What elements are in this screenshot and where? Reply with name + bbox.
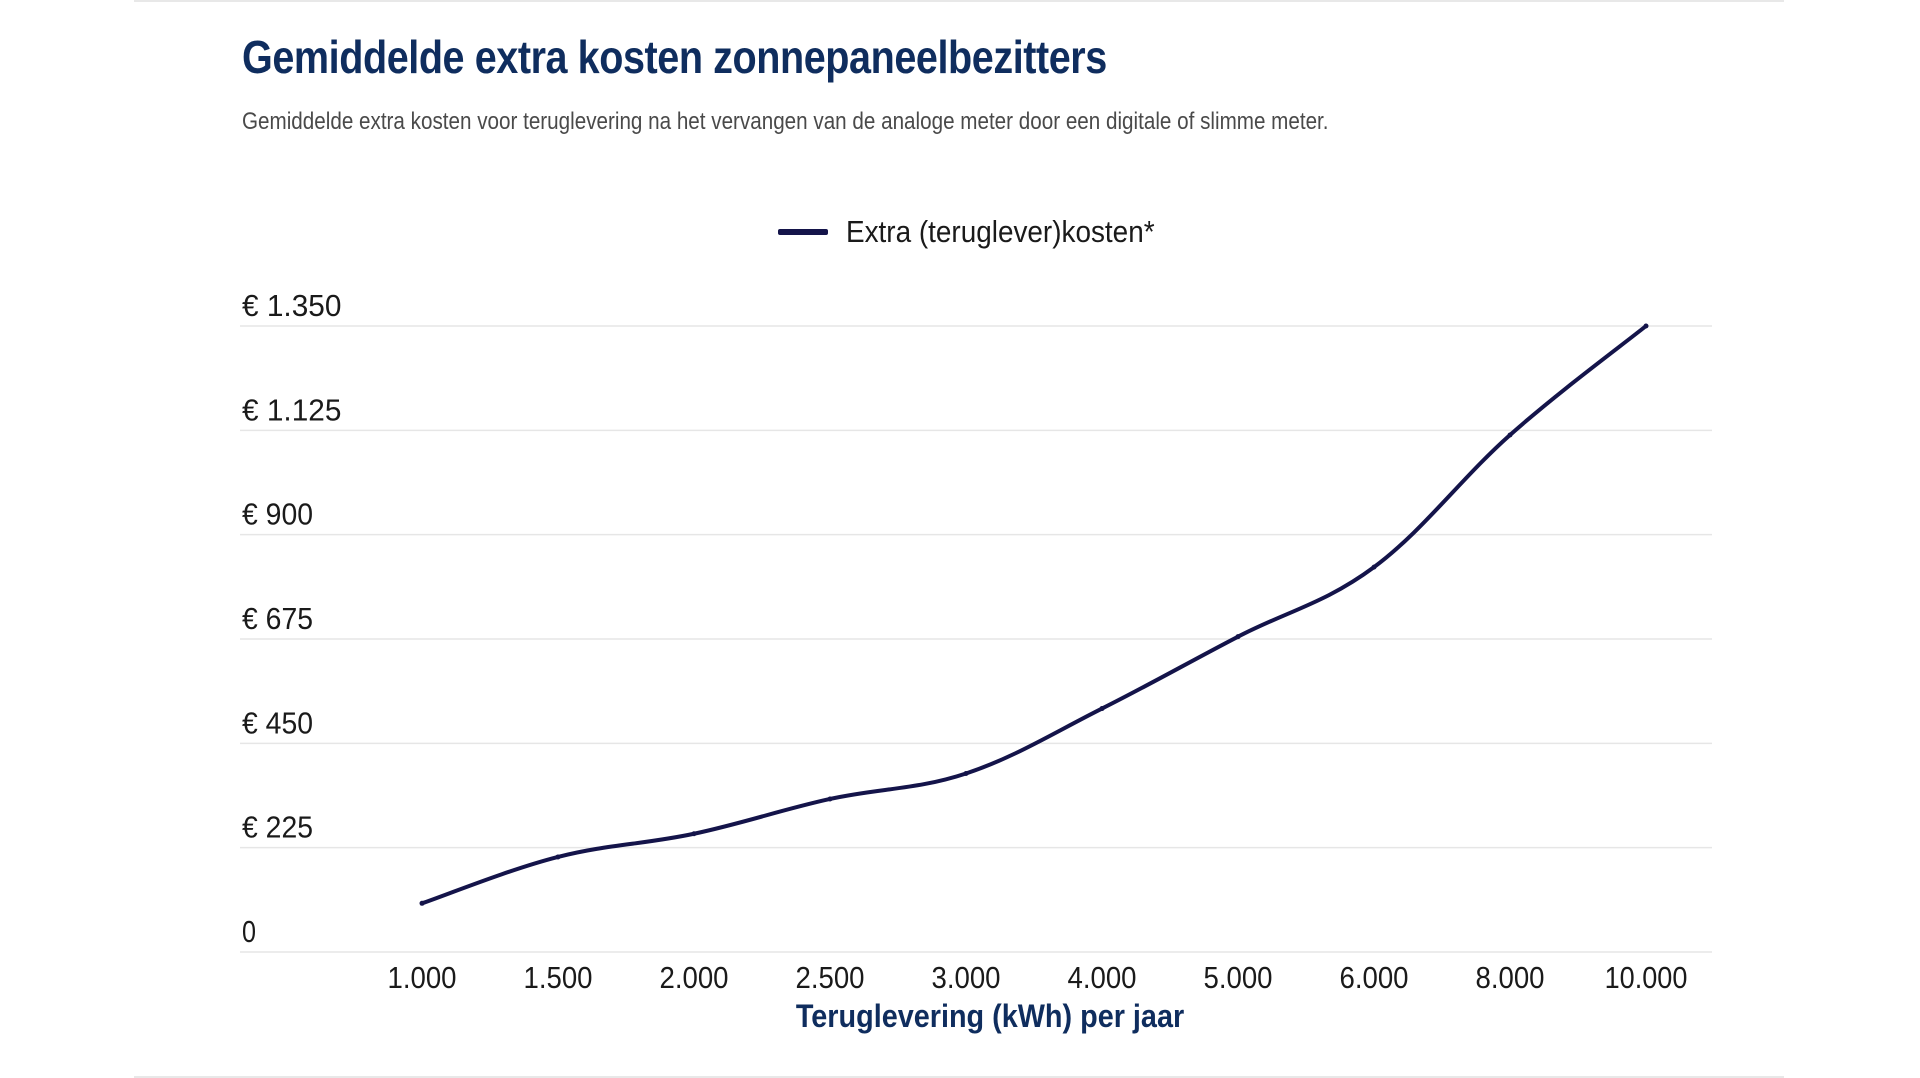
x-tick-label: 6.000 xyxy=(1340,960,1409,995)
y-tick-label: € 1.350 xyxy=(242,288,341,323)
data-point[interactable] xyxy=(1099,706,1105,712)
top-divider xyxy=(134,0,1784,2)
gridlines xyxy=(240,325,1712,953)
x-tick-label: 2.500 xyxy=(796,960,865,995)
y-tick-label: € 225 xyxy=(242,810,313,845)
chart-subtitle: Gemiddelde extra kosten voor terugleveri… xyxy=(242,108,1329,135)
data-point[interactable] xyxy=(1643,323,1649,329)
series-line xyxy=(420,324,1648,906)
y-axis-ticks: 0 € 225 € 450 € 675 € 900 € 1.125 € 1.350 xyxy=(242,288,341,949)
x-tick-label: 8.000 xyxy=(1476,960,1545,995)
series xyxy=(419,323,1649,906)
data-point[interactable] xyxy=(419,900,425,906)
data-point[interactable] xyxy=(963,770,969,776)
x-axis-label: Teruglevering (kWh) per jaar xyxy=(795,998,1185,1034)
data-point[interactable] xyxy=(1235,634,1241,640)
data-point[interactable] xyxy=(1507,432,1513,438)
data-point[interactable] xyxy=(691,831,697,837)
x-tick-label: 3.000 xyxy=(932,960,1001,995)
data-point[interactable] xyxy=(827,796,833,802)
x-tick-label: 10.000 xyxy=(1605,960,1688,995)
chart-title: Gemiddelde extra kosten zonnepaneelbezit… xyxy=(242,31,1107,83)
legend-label: Extra (teruglever)kosten* xyxy=(846,214,1155,249)
legend-swatch xyxy=(778,229,828,235)
x-tick-label: 2.000 xyxy=(660,960,729,995)
y-tick-label: 0 xyxy=(242,914,256,949)
legend: Extra (teruglever)kosten* xyxy=(778,212,1189,252)
y-tick-label: € 900 xyxy=(242,497,313,532)
x-tick-label: 1.000 xyxy=(388,960,457,995)
x-tick-label: 5.000 xyxy=(1204,960,1273,995)
data-point[interactable] xyxy=(1371,564,1377,570)
x-tick-label: 1.500 xyxy=(524,960,593,995)
y-tick-label: € 1.125 xyxy=(242,392,341,427)
x-tick-label: 4.000 xyxy=(1068,960,1137,995)
y-tick-label: € 675 xyxy=(242,601,313,636)
bottom-divider xyxy=(134,1076,1784,1078)
data-point[interactable] xyxy=(555,854,561,860)
y-tick-label: € 450 xyxy=(242,705,313,740)
x-axis-ticks: 1.000 1.500 2.000 2.500 3.000 4.000 5.000 6.000… xyxy=(388,960,1688,995)
